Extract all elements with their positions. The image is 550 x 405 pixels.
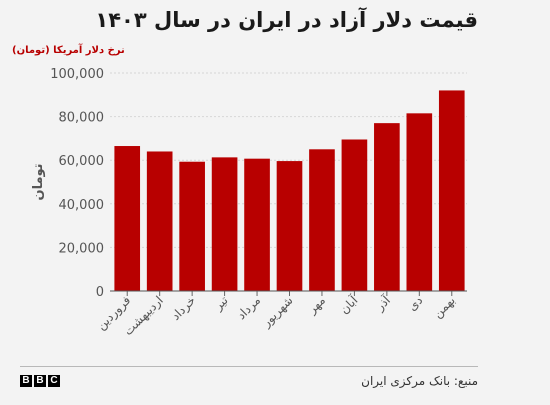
x-tick-label: تیر: [210, 293, 231, 314]
bbc-logo: B B C: [20, 375, 60, 387]
bar: [244, 158, 270, 291]
bar: [276, 161, 303, 291]
y-tick-label: 60,000: [59, 154, 105, 169]
y-axis-title: تومان: [31, 163, 46, 200]
bar: [341, 139, 368, 291]
y-tick-label: 80,000: [59, 111, 105, 126]
bar: [179, 161, 205, 291]
bar: [211, 157, 238, 291]
y-tick-label: 40,000: [59, 198, 105, 213]
y-tick-label: 0: [96, 285, 104, 300]
footer-divider: [20, 366, 478, 367]
x-tick-label: بهمن: [430, 293, 458, 321]
x-tick-label: آذر: [371, 292, 394, 315]
chart-subtitle: نرخ دلار آمریکا (تومان): [12, 45, 125, 56]
x-tick-label: دی: [405, 293, 425, 313]
x-tick-label: خرداد: [169, 293, 199, 323]
logo-letter: B: [34, 375, 46, 387]
bar: [406, 113, 433, 291]
source-note: منبع: بانک مرکزی ایران: [361, 374, 478, 388]
bar: [438, 90, 465, 291]
logo-letter: C: [48, 375, 60, 387]
x-tick-label: آبان: [336, 292, 361, 317]
chart-title: قیمت دلار آزاد در ایران در سال ۱۴۰۳: [95, 8, 478, 32]
y-tick-label: 20,000: [59, 241, 105, 256]
x-tick-label: شهریور: [258, 293, 296, 331]
bar: [146, 151, 173, 291]
logo-letter: B: [20, 375, 32, 387]
x-tick-label: مهر: [304, 293, 328, 317]
bar: [309, 149, 335, 291]
bar: [374, 123, 400, 291]
bar-chart: 020,00040,00060,00080,000100,000تومانفرو…: [31, 67, 467, 339]
y-tick-label: 100,000: [50, 67, 104, 82]
bar: [114, 146, 141, 291]
